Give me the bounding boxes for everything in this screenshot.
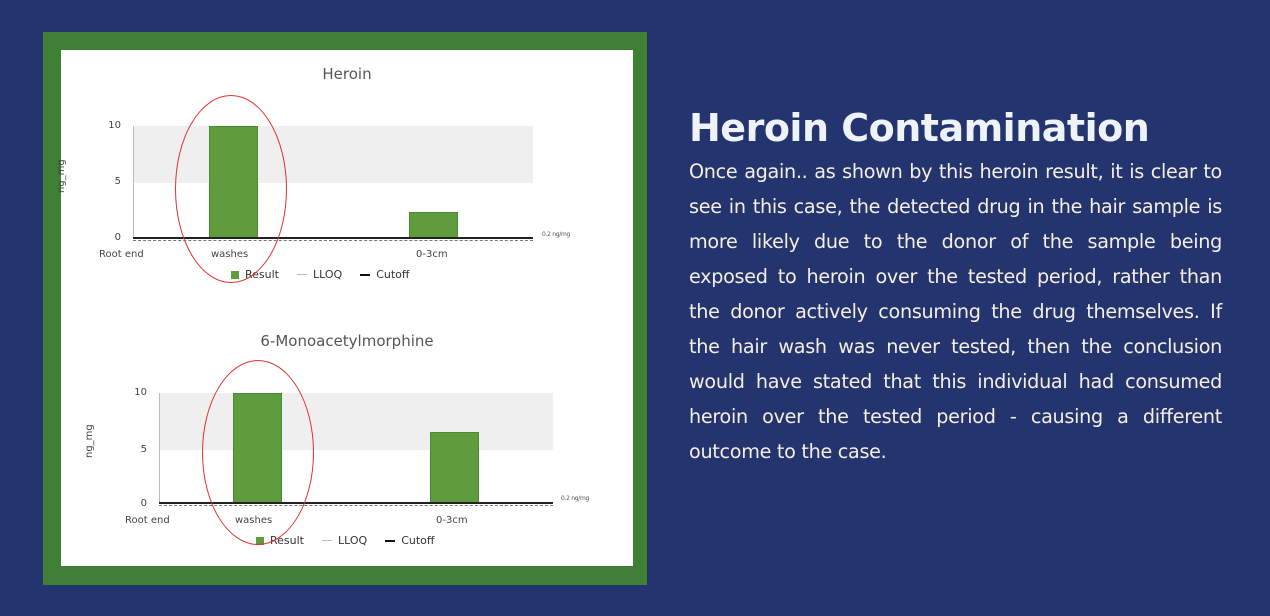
y-axis — [159, 393, 160, 503]
chart-title: Heroin — [322, 65, 372, 83]
y-axis-label: ng_mg — [56, 159, 67, 193]
lloq-line — [133, 240, 533, 241]
legend-lloq: LLOQ — [313, 268, 343, 281]
chart-frame: Heroin ng_mg 10 5 0 0.2 ng/mg Root end w… — [43, 32, 647, 585]
legend-lloq-line — [297, 274, 307, 275]
y-tick: 5 — [140, 444, 147, 455]
legend-cutoff: Cutoff — [376, 268, 410, 281]
y-tick: 0 — [114, 232, 121, 243]
cutoff-label: 0.2 ng/mg — [542, 231, 571, 238]
y-tick: 5 — [114, 176, 121, 187]
lloq-line — [159, 505, 553, 506]
cutoff-line — [133, 237, 533, 239]
text-column: Heroin Contamination Once again.. as sho… — [689, 102, 1222, 469]
y-tick: 10 — [108, 120, 121, 131]
y-axis — [133, 126, 134, 238]
x-tick: Root end — [125, 515, 170, 526]
cutoff-label: 0.2 ng/mg — [561, 495, 590, 502]
cutoff-line — [159, 502, 553, 504]
chart-panel: Heroin ng_mg 10 5 0 0.2 ng/mg Root end w… — [56, 50, 633, 566]
heroin-chart: Heroin ng_mg 10 5 0 0.2 ng/mg Root end w… — [56, 50, 633, 300]
x-tick: Root end — [99, 249, 144, 260]
y-axis-label: ng_mg — [84, 424, 95, 458]
legend-lloq-line — [322, 540, 332, 541]
highlight-ellipse — [175, 95, 287, 283]
legend: Result LLOQ Cutoff — [256, 534, 434, 547]
6mam-chart: 6-Monoacetylmorphine ng_mg 10 5 0 0.2 ng… — [61, 310, 633, 566]
chart-title: 6-Monoacetylmorphine — [260, 332, 434, 350]
x-tick: 0-3cm — [436, 515, 468, 526]
legend-cutoff-line — [385, 539, 396, 542]
heading: Heroin Contamination — [689, 106, 1150, 150]
highlight-ellipse — [202, 360, 314, 545]
legend-cutoff: Cutoff — [401, 534, 435, 547]
y-tick: 0 — [140, 498, 147, 509]
bar-0-3cm — [430, 432, 479, 503]
legend-cutoff-line — [360, 273, 371, 276]
bar-0-3cm — [409, 212, 458, 238]
legend-lloq: LLOQ — [338, 534, 368, 547]
x-tick: 0-3cm — [416, 249, 448, 260]
body-paragraph: Once again.. as shown by this heroin res… — [689, 160, 1222, 463]
y-tick: 10 — [134, 387, 147, 398]
